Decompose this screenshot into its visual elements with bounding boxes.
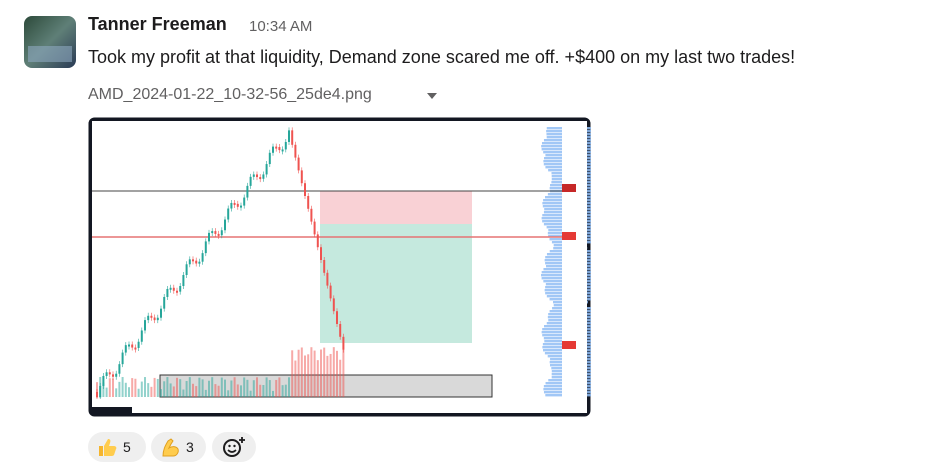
risk-zone [320,191,472,224]
reaction-count: 5 [123,439,131,455]
flexed-biceps-icon [162,438,179,457]
message-text: Took my profit at that liquidity, Demand… [88,47,796,67]
chart-image[interactable] [88,117,591,417]
dropdown-caret[interactable] [426,92,438,100]
add-emoji-icon [223,437,245,457]
reaction-count: 3 [186,439,194,455]
session-box [159,374,493,398]
avatar[interactable] [24,16,76,68]
add-reaction-button[interactable] [212,432,256,462]
author[interactable]: Tanner Freeman [88,14,227,34]
reaction[interactable]: 5 [88,432,146,462]
reaction[interactable]: 3 [151,432,206,462]
timestamp[interactable]: 10:34 AM [249,18,313,35]
file-name[interactable]: AMD_2024-01-22_10-32-56_25de4.png [88,86,372,103]
candles [96,127,345,401]
reward-zone [320,224,472,343]
thumbs-up-icon [99,439,117,456]
price-axis [562,121,587,401]
